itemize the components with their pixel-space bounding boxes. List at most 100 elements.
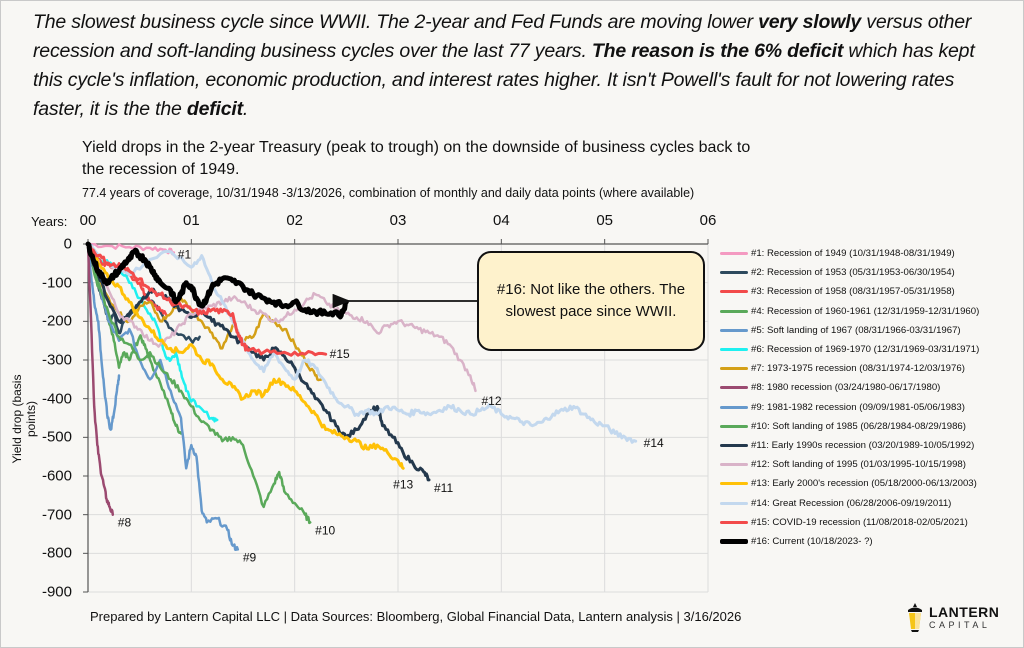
legend-swatch: [720, 424, 748, 428]
series-line-10: [86, 242, 312, 525]
x-tick-label: 01: [182, 212, 200, 229]
series-line-11: [86, 242, 431, 482]
series-end-label: #14: [644, 436, 664, 450]
legend-item: #16: Current (10/18/2023- ?): [720, 532, 1020, 551]
footer-source: Prepared by Lantern Capital LLC | Data S…: [90, 609, 742, 624]
legend-item: #12: Soft landing of 1995 (01/03/1995-10…: [720, 455, 1020, 474]
legend-label: #12: Soft landing of 1995 (01/03/1995-10…: [751, 459, 966, 471]
headline-text-4: .: [242, 98, 249, 120]
series-end-label: #15: [330, 347, 350, 361]
legend-swatch: [720, 367, 748, 371]
headline-text-3: which has kept this cycle's inflation, e…: [33, 40, 975, 120]
series-line-5: [86, 242, 121, 431]
legend-swatch: [720, 290, 748, 294]
legend-item: #2: Recession of 1953 (05/31/1953-06/30/…: [720, 263, 1020, 282]
series-line-14: [86, 242, 638, 444]
series-end-label: #13: [393, 477, 413, 491]
legend-swatch: [720, 271, 748, 275]
legend-swatch: [720, 463, 748, 467]
legend-swatch: [720, 482, 748, 486]
legend-swatch: [720, 252, 748, 256]
lantern-capital-logo: LANTERN CAPITAL: [906, 603, 999, 633]
headline-bold-1: very slowly: [758, 11, 862, 33]
legend-swatch: [720, 405, 748, 409]
legend-label: #3: Recession of 1958 (08/31/1957-05/31/…: [751, 286, 955, 298]
series-line-16: [85, 241, 349, 320]
legend-item: #5: Soft landing of 1967 (08/31/1966-03/…: [720, 321, 1020, 340]
y-tick-label: -500: [41, 428, 72, 446]
legend-label: #16: Current (10/18/2023- ?): [751, 535, 873, 547]
logo-text-lantern: LANTERN: [929, 604, 1000, 620]
series-end-label: #8: [118, 516, 132, 530]
x-tick-label: 03: [389, 212, 407, 229]
headline-text-2: versus other recession and soft-landing …: [33, 11, 972, 62]
series-end-label: #9: [243, 550, 257, 564]
x-axis-label: Years:: [31, 214, 68, 229]
headline-bold-3: deficit: [186, 98, 243, 120]
headline: The slowest business cycle since WWII. T…: [33, 8, 1008, 124]
series-line-9: [86, 242, 240, 551]
legend-label: #13: Early 2000's recession (05/18/2000-…: [751, 478, 977, 490]
series-end-label: #11: [434, 481, 453, 495]
legend-label: #10: Soft landing of 1985 (06/28/1984-08…: [751, 420, 966, 432]
legend-item: #8: 1980 recession (03/24/1980-06/17/198…: [720, 378, 1020, 397]
legend-item: #11: Early 1990s recession (03/20/1989-1…: [720, 436, 1020, 455]
legend: #1: Recession of 1949 (10/31/1948-08/31/…: [720, 244, 1020, 551]
legend-item: #3: Recession of 1958 (08/31/1957-05/31/…: [720, 282, 1020, 301]
legend-swatch: [720, 538, 748, 544]
legend-item: #14: Great Recession (06/28/2006-09/19/2…: [720, 493, 1020, 512]
y-tick-label: 0: [63, 235, 72, 253]
legend-label: #9: 1981-1982 recession (09/09/1981-05/0…: [751, 401, 965, 413]
series-line-7: [86, 242, 323, 382]
legend-item: #10: Soft landing of 1985 (06/28/1984-08…: [720, 417, 1020, 436]
y-tick-label: -100: [41, 274, 72, 292]
legend-label: #7: 1973-1975 recession (08/31/1974-12/0…: [751, 363, 965, 375]
x-tick-label: 02: [286, 212, 303, 229]
legend-label: #6: Recession of 1969-1970 (12/31/1969-0…: [751, 344, 980, 356]
legend-swatch: [720, 348, 748, 352]
legend-item: #15: COVID-19 recession (11/08/2018-02/0…: [720, 513, 1020, 532]
x-tick-label: 00: [79, 212, 97, 229]
chart-subtitle: 77.4 years of coverage, 10/31/1948 -3/13…: [82, 186, 695, 200]
legend-item: #9: 1981-1982 recession (09/09/1981-05/0…: [720, 398, 1020, 417]
legend-label: #8: 1980 recession (03/24/1980-06/17/198…: [751, 382, 941, 394]
legend-swatch: [720, 328, 748, 332]
series-end-label: #1: [178, 248, 192, 262]
legend-swatch: [720, 309, 748, 313]
legend-swatch: [720, 443, 748, 447]
legend-label: #14: Great Recession (06/28/2006-09/19/2…: [751, 497, 952, 509]
series-end-label: #10: [315, 523, 335, 537]
series-line-12: [86, 242, 477, 393]
headline-bold-2: The reason is the 6% deficit: [591, 40, 844, 62]
headline-text-1: The slowest business cycle since WWII. T…: [33, 11, 759, 33]
legend-item: #7: 1973-1975 recession (08/31/1974-12/0…: [720, 359, 1020, 378]
y-tick-label: -300: [41, 351, 72, 369]
y-tick-label: -600: [41, 467, 72, 485]
series-end-label: #12: [482, 394, 502, 408]
legend-swatch: [720, 501, 748, 505]
legend-label: #4: Recession of 1960-1961 (12/31/1959-1…: [751, 305, 980, 317]
legend-label: #2: Recession of 1953 (05/31/1953-06/30/…: [751, 267, 955, 279]
series-line-8: [86, 242, 115, 516]
y-tick-label: -700: [41, 506, 72, 524]
x-tick-label: 06: [699, 212, 717, 229]
x-tick-label: 04: [492, 212, 510, 229]
legend-label: #1: Recession of 1949 (10/31/1948-08/31/…: [751, 248, 955, 260]
legend-item: #4: Recession of 1960-1961 (12/31/1959-1…: [720, 302, 1020, 321]
x-tick-label: 05: [596, 212, 613, 229]
y-tick-label: -900: [41, 583, 72, 601]
legend-item: #1: Recession of 1949 (10/31/1948-08/31/…: [720, 244, 1020, 263]
legend-label: #11: Early 1990s recession (03/20/1989-1…: [751, 439, 975, 451]
legend-swatch: [720, 520, 748, 524]
legend-item: #6: Recession of 1969-1970 (12/31/1969-0…: [720, 340, 1020, 359]
y-tick-label: -400: [41, 390, 72, 408]
chart-title: Yield drops in the 2-year Treasury (peak…: [82, 139, 751, 178]
legend-label: #15: COVID-19 recession (11/08/2018-02/0…: [751, 516, 968, 528]
legend-item: #13: Early 2000's recession (05/18/2000-…: [720, 474, 1020, 493]
series-line-13: [86, 242, 405, 470]
lantern-icon: [908, 603, 922, 632]
logo-text-capital: CAPITAL: [929, 620, 991, 630]
legend-swatch: [720, 386, 748, 390]
callout-box: #16: Not like the others. The slowest pa…: [477, 251, 705, 351]
